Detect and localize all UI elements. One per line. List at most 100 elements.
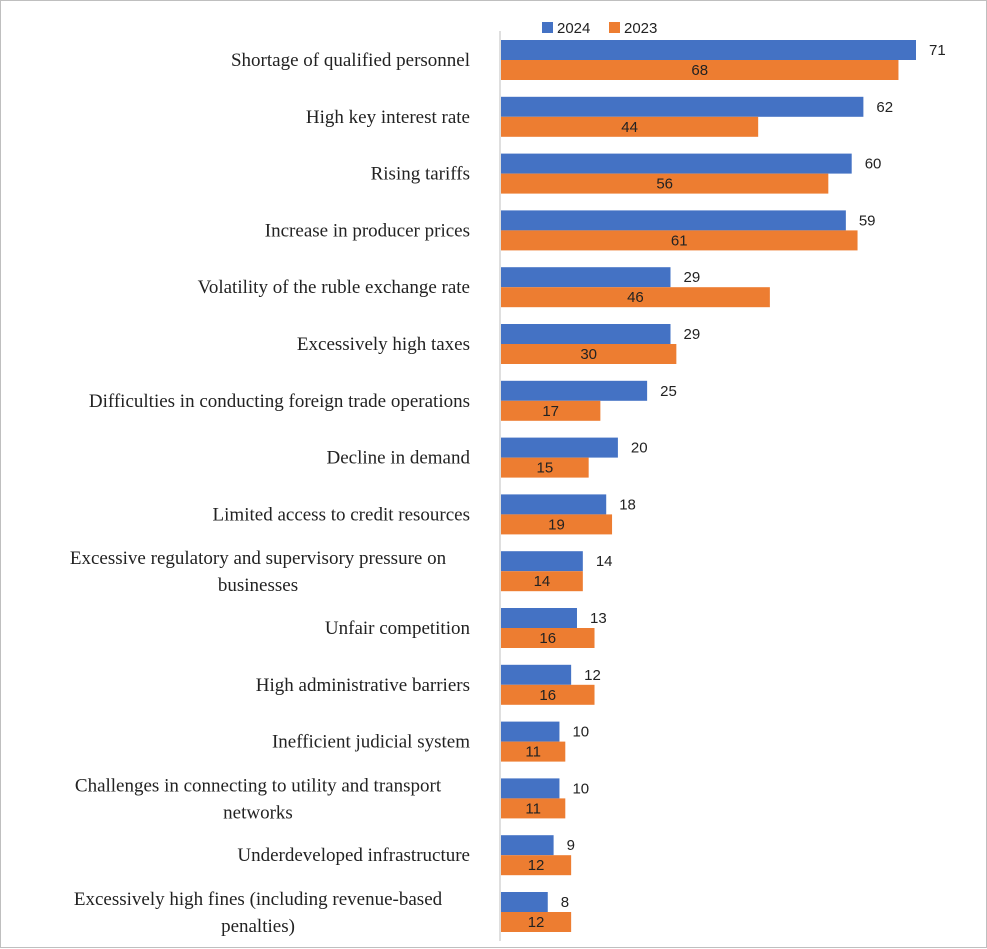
legend-label-2023: 2023	[624, 20, 657, 37]
category-label-line: Volatility of the ruble exchange rate	[198, 277, 470, 298]
bar-2024	[501, 437, 618, 458]
data-label-2023: 11	[525, 800, 541, 817]
bar-2023	[501, 230, 858, 251]
data-label-2023: 44	[621, 119, 638, 136]
data-label-2023: 61	[671, 232, 688, 249]
bar-2024	[501, 721, 560, 742]
data-label-2023: 12	[528, 914, 545, 931]
bars-group	[501, 40, 916, 932]
bar-2024	[501, 494, 607, 515]
bar-2023	[501, 798, 566, 819]
bar-2023	[501, 514, 613, 535]
category-label-line: Limited access to credit resources	[213, 504, 470, 525]
bar-2023	[501, 344, 677, 364]
category-label: Inefficient judicial system	[272, 732, 470, 753]
category-labels-group: 71 68 Shortage of qualified personnel 62 44 H…	[70, 42, 946, 937]
category-label: Underdeveloped infrastructure	[237, 845, 470, 866]
bar-2023	[501, 741, 566, 762]
data-label-2023: 11	[525, 744, 541, 761]
category-label-line: Excessively high taxes	[297, 334, 470, 355]
bar-2024	[501, 324, 671, 344]
category-label-line: penalties)	[221, 916, 295, 937]
data-label-2024: 71	[929, 42, 946, 59]
data-label-2024: 13	[590, 610, 607, 627]
category-label: Rising tariffs	[371, 164, 470, 185]
bar-2024	[501, 778, 560, 799]
data-label-2024: 60	[865, 156, 882, 173]
data-label-2023: 56	[656, 176, 673, 193]
category-label-line: High administrative barriers	[256, 675, 470, 696]
bar-2024	[501, 40, 916, 60]
category-label: Excessively high taxes	[297, 334, 470, 355]
data-label-2024: 29	[684, 326, 701, 343]
category-label: Shortage of qualified personnel	[231, 50, 470, 71]
data-label-2023: 12	[528, 857, 545, 874]
category-label-line: Difficulties in conducting foreign trade…	[89, 391, 470, 412]
category-label: Challenges in connecting to utility and …	[75, 775, 442, 823]
bar-2023	[501, 400, 601, 421]
bar-2024	[501, 267, 671, 288]
data-label-2024: 14	[596, 553, 613, 570]
data-label-2024: 29	[684, 269, 701, 286]
data-label-2024: 10	[572, 780, 589, 797]
category-label: Unfair competition	[325, 618, 471, 639]
data-label-2024: 10	[572, 724, 589, 741]
data-label-2023: 15	[536, 460, 553, 477]
bar-2023	[501, 116, 759, 137]
bar-2024	[501, 210, 846, 231]
category-label-line: Inefficient judicial system	[272, 732, 470, 753]
data-label-2024: 59	[859, 212, 876, 229]
data-label-2023: 30	[580, 346, 597, 363]
category-label-line: Decline in demand	[326, 448, 470, 469]
category-label-line: networks	[223, 802, 293, 823]
bar-2024	[501, 664, 572, 685]
data-label-2024: 25	[660, 383, 677, 400]
bar-2024	[501, 892, 548, 912]
category-label: Decline in demand	[326, 448, 470, 469]
data-label-2023: 16	[539, 630, 556, 647]
bar-2024	[501, 608, 577, 628]
data-label-2023: 14	[534, 573, 551, 590]
category-label-line: High key interest rate	[306, 107, 470, 128]
data-label-2024: 12	[584, 667, 601, 684]
bar-2024	[501, 380, 648, 401]
category-label: Difficulties in conducting foreign trade…	[89, 391, 470, 412]
category-label-line: Shortage of qualified personnel	[231, 50, 470, 71]
bar-2023	[501, 457, 589, 478]
bar-2023	[501, 912, 572, 932]
category-label: Limited access to credit resources	[213, 504, 470, 525]
legend-swatch-2024	[542, 22, 553, 33]
category-label-line: Excessively high fines (including revenu…	[74, 889, 443, 910]
bar-2024	[501, 551, 583, 572]
category-label: Excessive regulatory and supervisory pre…	[70, 548, 447, 596]
category-label: High administrative barriers	[256, 675, 470, 696]
bar-2023	[501, 855, 572, 876]
category-label-line: Rising tariffs	[371, 164, 470, 185]
category-label-line: Increase in producer prices	[265, 220, 470, 241]
category-label-line: Unfair competition	[325, 618, 471, 639]
bar-2023	[501, 173, 829, 194]
bar-2023	[501, 60, 899, 80]
data-label-2024: 20	[631, 440, 648, 457]
data-label-2023: 46	[627, 289, 644, 306]
data-label-2023: 17	[542, 403, 559, 420]
bar-2023	[501, 287, 770, 308]
bar-2023	[501, 684, 595, 705]
data-label-2024: 18	[619, 496, 636, 513]
category-label: Excessively high fines (including revenu…	[74, 889, 443, 937]
category-label-line: businesses	[218, 575, 298, 596]
category-label-line: Challenges in connecting to utility and …	[75, 775, 442, 796]
bar-2024	[501, 153, 852, 174]
category-label: Increase in producer prices	[265, 220, 470, 241]
category-label: High key interest rate	[306, 107, 470, 128]
data-label-2024: 8	[561, 894, 569, 911]
data-label-2023: 16	[539, 687, 556, 704]
legend-label-2024: 2024	[557, 20, 590, 37]
legend: 2024 2023	[542, 20, 657, 37]
data-label-2023: 68	[691, 62, 708, 79]
category-label-line: Excessive regulatory and supervisory pre…	[70, 548, 447, 569]
bar-2023	[501, 628, 595, 648]
data-label-2024: 9	[567, 837, 575, 854]
